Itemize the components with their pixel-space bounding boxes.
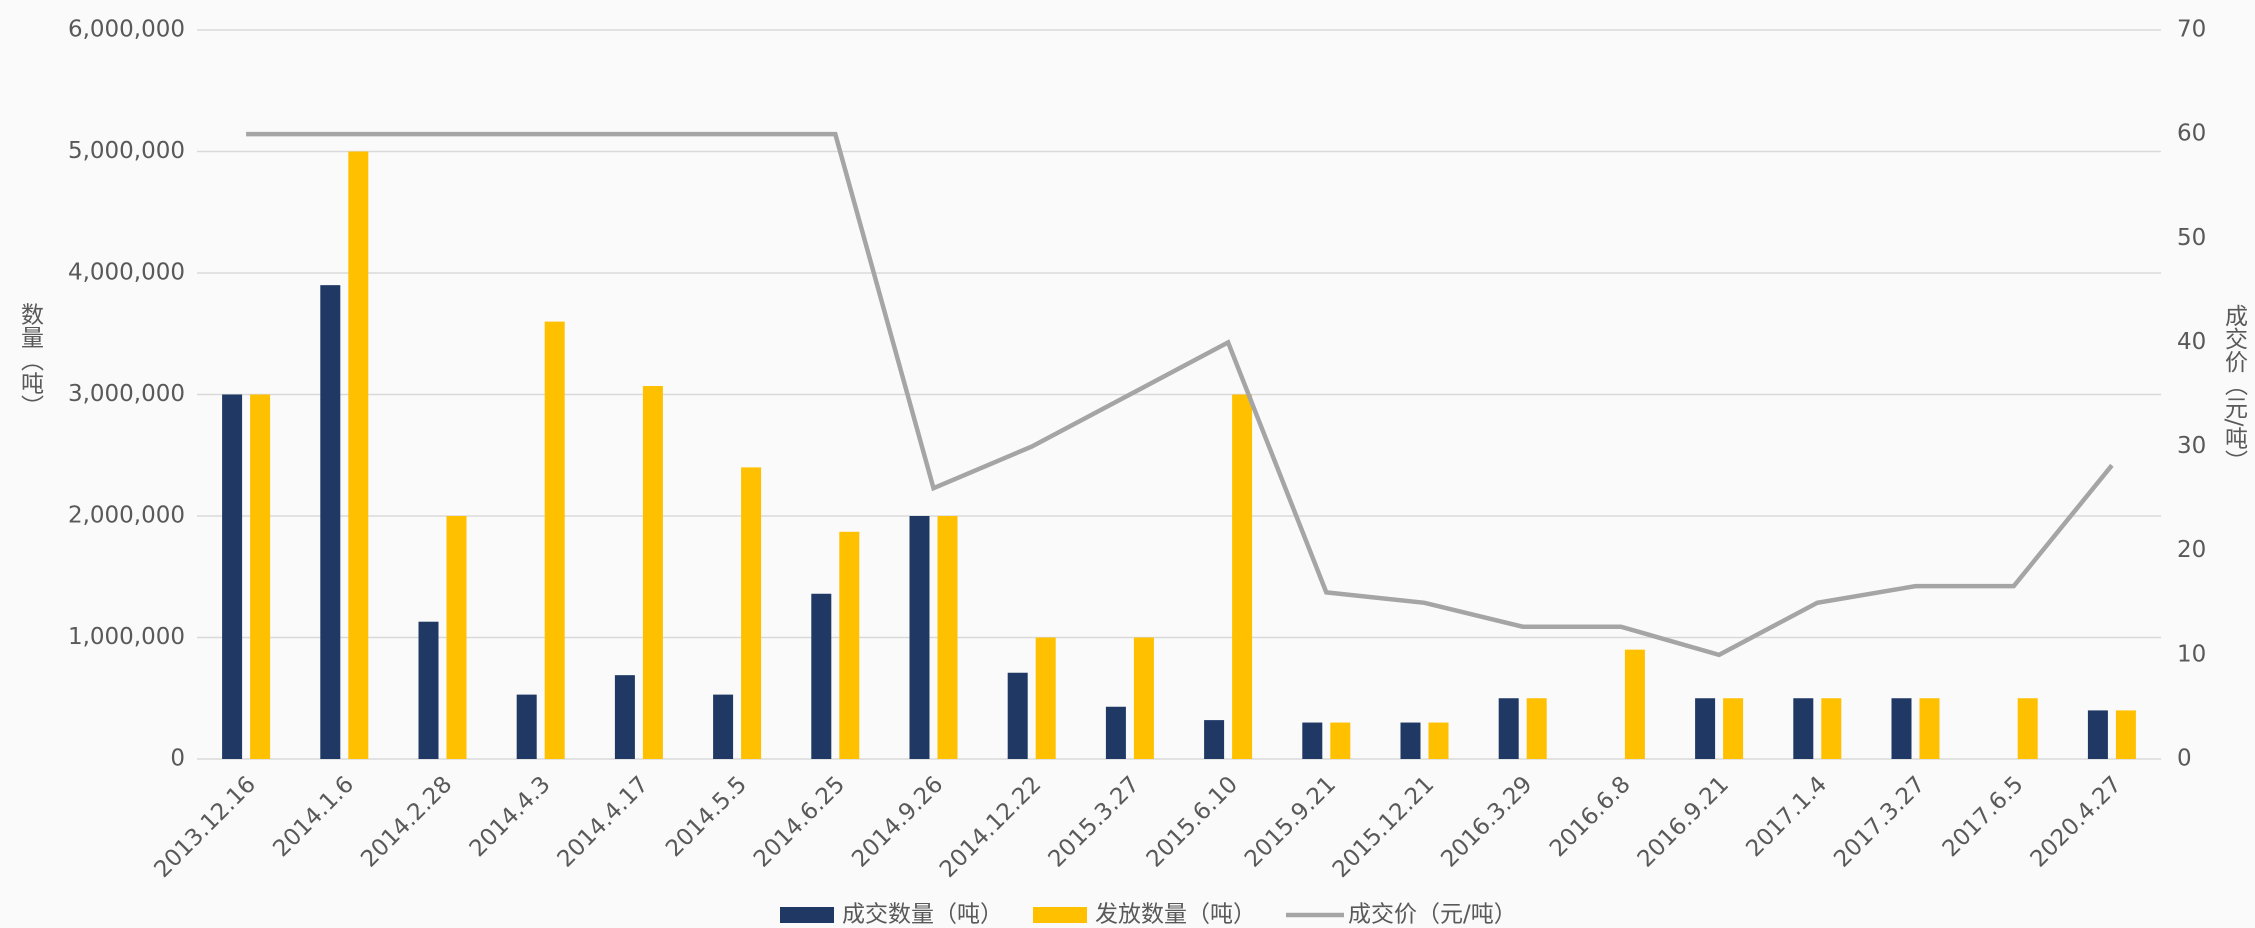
bar [1007,672,1028,759]
bar [741,467,762,759]
bar [1793,698,1814,759]
legend-swatch [780,907,834,923]
y-tick-label: 5,000,000 [68,138,185,164]
bar [1891,698,1912,759]
bar [250,394,271,759]
bar [909,516,930,759]
y2-tick-label: 20 [2177,537,2206,563]
y-axis-title: 数量（吨） [17,303,45,418]
y2-tick-label: 40 [2177,329,2206,355]
bar [320,285,341,759]
bar [418,621,439,759]
y2-axis-title: 成交价（元/吨） [2221,304,2249,473]
bar [1821,698,1842,759]
bar [1919,698,1940,759]
bar [614,675,635,759]
y-tick-label: 6,000,000 [68,17,185,43]
bar [1695,698,1716,759]
y-tick-label: 3,000,000 [68,381,185,407]
y-tick-label: 1,000,000 [68,624,185,650]
bar [1428,722,1449,759]
legend-label: 成交数量（吨） [842,902,1003,928]
y-tick-label: 2,000,000 [68,503,185,529]
bar [642,385,663,759]
bar [2115,710,2136,759]
bar [1498,698,1519,759]
y2-tick-label: 70 [2177,17,2206,43]
bar [544,321,565,759]
legend-label: 发放数量（吨） [1095,902,1256,928]
bar [222,394,243,759]
y2-tick-label: 30 [2177,433,2206,459]
bar [1133,637,1154,759]
bar [1526,698,1547,759]
bar [1723,698,1744,759]
bar [2087,710,2108,759]
y2-tick-label: 10 [2177,641,2206,667]
bar [1204,720,1225,759]
y-tick-label: 0 [170,746,185,772]
bar [713,694,734,759]
bar [1302,722,1323,759]
bar [2017,698,2038,759]
bar [1330,722,1351,759]
legend-swatch [1033,907,1087,923]
y2-tick-label: 50 [2177,225,2206,251]
bar [811,593,832,759]
bar [1035,637,1056,759]
y-tick-label: 4,000,000 [68,260,185,286]
line-series [246,131,2114,658]
y2-tick-label: 0 [2177,746,2192,772]
bar [516,694,537,759]
bar [1624,649,1645,759]
bar [348,151,369,759]
legend-label: 成交价（元/吨） [1348,902,1517,928]
bar [1105,706,1126,759]
bar [839,531,860,759]
bar [937,516,958,759]
bar [1232,394,1253,759]
y2-tick-label: 60 [2177,121,2206,147]
bar [1400,722,1421,759]
bar [446,516,467,759]
